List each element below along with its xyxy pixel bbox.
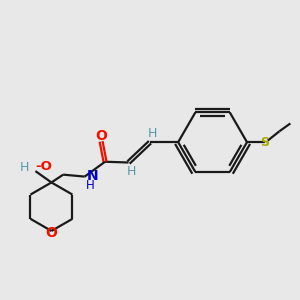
- Text: N: N: [86, 169, 98, 183]
- Text: -O: -O: [35, 160, 52, 173]
- Text: S: S: [260, 136, 269, 149]
- Text: H: H: [86, 179, 95, 192]
- Text: O: O: [95, 129, 107, 143]
- Text: H: H: [147, 127, 157, 140]
- Text: O: O: [46, 226, 57, 239]
- Text: H: H: [127, 165, 136, 178]
- Text: H: H: [20, 161, 29, 174]
